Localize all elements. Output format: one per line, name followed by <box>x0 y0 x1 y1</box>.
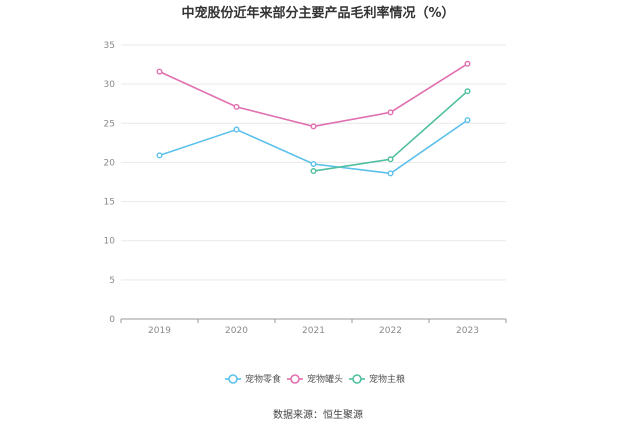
series-2 <box>310 88 471 175</box>
y-tick-label: 25 <box>104 119 115 129</box>
y-tick-label: 5 <box>109 276 115 286</box>
legend-circle-icon <box>228 374 238 384</box>
legend-item[interactable]: 宠物罐头 <box>287 373 343 385</box>
data-point <box>310 168 317 175</box>
legend-circle-icon <box>290 374 300 384</box>
y-tick-label: 20 <box>104 158 116 168</box>
y-axis: 0 5 10 15 20 25 30 35 <box>104 41 116 325</box>
y-tick-label: 10 <box>104 237 116 247</box>
legend[interactable]: 宠物零食 宠物罐头 宠物主粮 <box>225 373 405 385</box>
legend-item[interactable]: 宠物零食 <box>225 373 281 385</box>
legend-item[interactable]: 宠物主粮 <box>349 373 405 385</box>
data-point <box>464 117 471 124</box>
legend-label: 宠物主粮 <box>369 373 405 385</box>
data-point <box>387 156 394 163</box>
series-group <box>156 60 471 177</box>
source-note: 数据来源：恒生聚源 <box>273 408 363 421</box>
data-point <box>233 103 240 110</box>
x-tick-label: 2019 <box>148 326 171 336</box>
x-axis: 2019 2020 2021 2022 2023 <box>120 318 507 336</box>
series-line <box>159 63 468 128</box>
y-tick-label: 15 <box>104 198 115 208</box>
x-tick-label: 2021 <box>302 326 325 336</box>
series-1 <box>156 60 471 130</box>
data-point <box>233 126 240 133</box>
data-point <box>387 170 394 177</box>
y-tick-label: 35 <box>104 41 115 51</box>
data-point <box>464 88 471 95</box>
legend-circle-icon <box>352 374 362 384</box>
data-point <box>310 160 317 167</box>
x-tick-label: 2020 <box>225 326 248 336</box>
chart-title: 中宠股份近年来部分主要产品毛利率情况（%） <box>181 5 454 21</box>
data-point <box>464 60 471 67</box>
x-tick-label: 2022 <box>379 326 402 336</box>
data-point <box>156 152 163 159</box>
legend-label: 宠物零食 <box>245 373 281 385</box>
x-tick-label: 2023 <box>456 326 479 336</box>
data-point <box>387 109 394 116</box>
y-tick-label: 30 <box>104 80 116 90</box>
data-point <box>310 123 317 130</box>
series-0 <box>156 117 471 177</box>
data-point <box>156 68 163 75</box>
y-tick-label: 0 <box>109 315 115 325</box>
legend-label: 宠物罐头 <box>307 373 343 385</box>
